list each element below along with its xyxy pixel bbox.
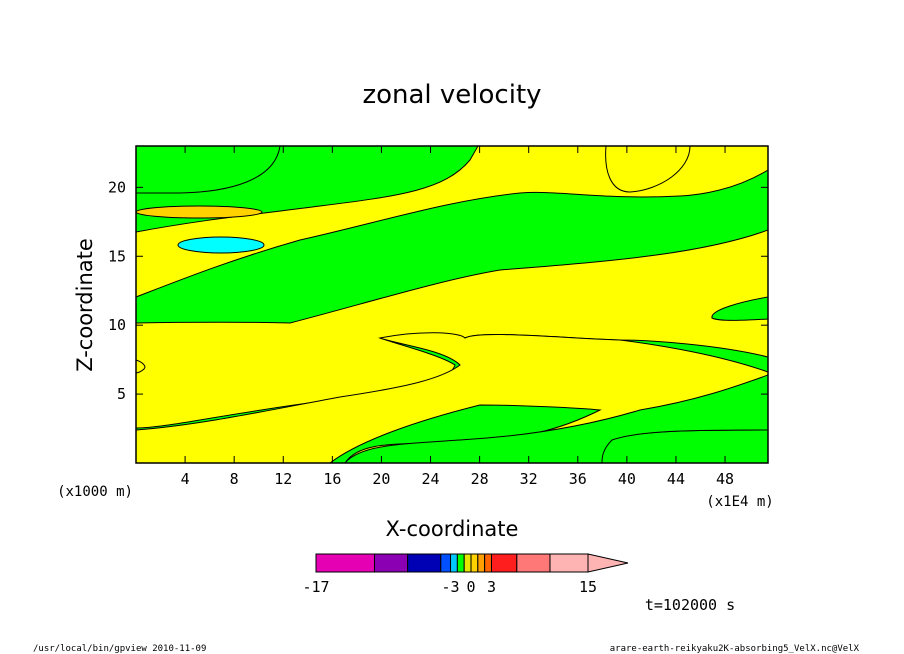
colorbar: -17 -3 0 3 15 (302, 553, 629, 596)
colorbar-segment (490, 553, 518, 573)
x-tick-label: 8 (230, 470, 239, 488)
colorbar-segment (315, 553, 375, 573)
colorbar-segment (373, 553, 409, 573)
x-axis: 4 8 12 16 20 24 28 32 36 40 44 48 (181, 146, 734, 488)
x-tick-label: 32 (520, 470, 538, 488)
contour-field (136, 146, 768, 463)
colorbar-extension (587, 553, 629, 573)
colorbar-segment (450, 553, 458, 573)
plot-frame (135, 145, 769, 464)
colorbar-tick-label: 15 (579, 578, 597, 596)
contour-region-upper-yellow (136, 146, 768, 298)
contour-region-top-left-green (136, 146, 281, 194)
colorbar-segment (470, 553, 479, 573)
footer-left: /usr/local/bin/gpview 2010-11-09 (33, 644, 206, 654)
x-axis-label: X-coordinate (386, 517, 519, 541)
colorbar-tick-label: -3 (442, 578, 460, 596)
colorbar-segment (516, 553, 551, 573)
contour-region-orange-patch (136, 205, 263, 219)
x-tick-label: 16 (323, 470, 341, 488)
y-axis-label: Z-coordinate (73, 238, 97, 372)
colorbar-segment (440, 553, 452, 573)
x-unit-label: (x1E4 m) (706, 494, 773, 510)
x-tick-label: 44 (667, 470, 685, 488)
colorbar-segment (456, 553, 465, 573)
y-tick-label: 5 (117, 385, 126, 403)
contour-region-cyan-patch (177, 236, 265, 254)
x-tick-label: 24 (421, 470, 439, 488)
contour-region-bottom-green-right (344, 374, 768, 463)
x-tick-label: 12 (274, 470, 292, 488)
colorbar-segment (463, 553, 472, 573)
time-label: t=102000 s (645, 596, 735, 614)
x-tick-label: 4 (181, 470, 190, 488)
colorbar-tick-label: 0 (466, 578, 475, 596)
contour-region-left-yellow-lens (136, 359, 146, 374)
contour-region-top-right-yellow (605, 146, 691, 193)
x-tick-label: 36 (569, 470, 587, 488)
colorbar-segment (477, 553, 486, 573)
colorbar-tick-label: -17 (302, 578, 329, 596)
y-unit-label: (x1000 m) (57, 484, 133, 500)
footer-right: arare-earth-reikyaku2K-absorbing5_VelX.n… (610, 644, 860, 654)
colorbar-tick-label: 3 (487, 578, 496, 596)
x-tick-label: 20 (372, 470, 390, 488)
colorbar-segment (484, 553, 492, 573)
y-tick-label: 20 (108, 178, 126, 196)
x-tick-label: 40 (618, 470, 636, 488)
chart-title: zonal velocity (362, 80, 541, 110)
colorbar-segment (549, 553, 589, 573)
colorbar-segment (407, 553, 442, 573)
x-tick-label: 48 (716, 470, 734, 488)
y-axis: 5 10 15 20 (108, 178, 768, 403)
x-tick-label: 28 (471, 470, 489, 488)
y-tick-label: 15 (108, 247, 126, 265)
y-tick-label: 10 (108, 316, 126, 334)
